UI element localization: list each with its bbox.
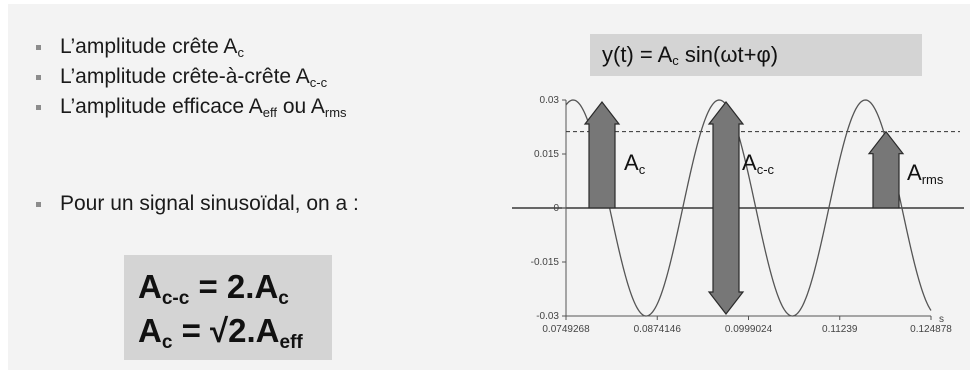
ac-arrow-icon (583, 101, 621, 209)
x-tick-label: 0.0999024 (725, 324, 773, 335)
axis-ticks: 0.03 0.015 0 -0.015 -0.03 0.0749268 0.0874146 0… (531, 95, 953, 335)
formula-box: Ac-c = 2.Ac Ac = √2.Aeff (124, 255, 332, 360)
label-arms: Arms (907, 160, 943, 186)
acc-double-arrow-icon (707, 101, 745, 315)
label-main: A (907, 160, 922, 185)
bullet-sub: eff (262, 105, 277, 120)
formula-term: A (138, 312, 162, 349)
x-tick-label: 0.11239 (822, 324, 858, 335)
bullet-amplitude-crete-a-crete: L’amplitude crête-à-crête Ac-c (34, 64, 347, 89)
equation-pre: y(t) = A (602, 42, 673, 67)
bullet-amplitude-crete: L’amplitude crête Ac (34, 34, 347, 59)
equation-sub: c (672, 53, 679, 68)
label-sub: rms (921, 172, 944, 187)
x-tick-label: 0.0874146 (634, 324, 682, 335)
formula-term: A (138, 268, 162, 305)
formula-ac: Ac = √2.Aeff (138, 312, 303, 353)
y-tick-label: -0.015 (531, 257, 560, 268)
label-ac: Ac (624, 150, 645, 176)
formula-sub: c (278, 288, 289, 309)
y-tick-label: -0.03 (536, 311, 559, 322)
x-tick-label: 0.0749268 (542, 324, 590, 335)
formula-rest: = √2.A (172, 312, 280, 349)
bullet-amplitude-efficace: L’amplitude efficace Aeff ou Arms (34, 94, 347, 119)
formula-rest: = 2.A (189, 268, 279, 305)
label-sub: c (638, 162, 646, 177)
formula-sub: eff (279, 332, 303, 353)
label-sub: c-c (756, 162, 775, 177)
formula-sub: c-c (161, 288, 190, 309)
bullet-sub: c (237, 45, 244, 60)
label-acc: Ac-c (742, 150, 774, 176)
label-main: A (624, 150, 639, 175)
sinus-statement: Pour un signal sinusoïdal, on a : (34, 191, 359, 216)
y-tick-label: 0 (553, 203, 559, 214)
x-unit-label: s (939, 314, 944, 325)
bullet-sinus: Pour un signal sinusoïdal, on a : (34, 191, 359, 216)
bullet-sub2: rms (324, 105, 347, 120)
formula-sub: c (161, 332, 173, 353)
bullet-text: L’amplitude crête-à-crête A (60, 65, 310, 88)
formula-acc: Ac-c = 2.Ac (138, 268, 289, 309)
amplitude-arrows (583, 101, 905, 315)
label-main: A (742, 150, 757, 175)
equation-box: y(t) = Ac sin(ωt+φ) (590, 34, 922, 76)
bullet-text: L’amplitude crête A (60, 35, 238, 58)
arms-arrow-icon (867, 130, 905, 209)
bullet-tail: ou A (276, 95, 325, 118)
y-tick-label: 0.03 (540, 95, 560, 106)
sine-curve (565, 99, 932, 317)
bullet-sub: c-c (309, 75, 328, 90)
x-tick-label: 0.124878 (910, 324, 952, 335)
amplitude-list: L’amplitude crête Ac L’amplitude crête-à… (34, 34, 347, 124)
equation-post: sin(ωt+φ) (678, 42, 779, 67)
y-tick-label: 0.015 (534, 149, 559, 160)
bullet-text: L’amplitude efficace A (60, 95, 263, 118)
